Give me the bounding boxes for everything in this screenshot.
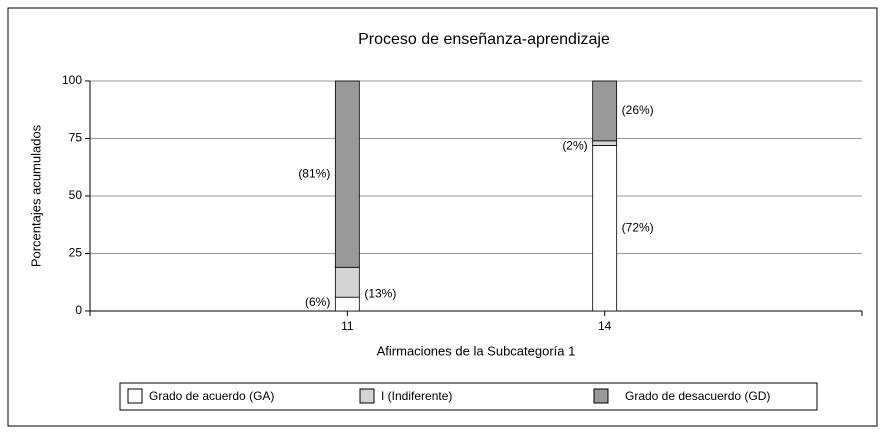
data-label: (81%): [298, 166, 330, 180]
data-label: (26%): [622, 103, 654, 117]
legend: [119, 382, 818, 411]
bar-segment: [334, 266, 360, 298]
bar-segment: [334, 296, 360, 312]
y-tick-label: 75: [69, 131, 83, 145]
legend-swatch: [359, 388, 375, 404]
data-label: (2%): [562, 138, 587, 152]
legend-swatch: [593, 388, 609, 404]
legend-label: Grado de desacuerdo (GD): [625, 389, 770, 403]
bar-segment: [592, 144, 618, 312]
legend-label: Grado de acuerdo (GA): [149, 389, 274, 403]
y-tick-label: 50: [69, 188, 83, 202]
y-tick-label: 100: [62, 73, 82, 87]
chart-title: Proceso de enseñanza-aprendizaje: [358, 31, 610, 48]
bar-segment: [592, 140, 618, 146]
x-axis-label: Afirmaciones de la Subcategoría 1: [377, 343, 576, 358]
legend-label: I (Indiferente): [381, 389, 452, 403]
bar-segment: [334, 80, 360, 268]
x-tick-label: 11: [341, 319, 354, 333]
legend-swatch: [127, 388, 143, 404]
x-tick-label: 14: [598, 319, 612, 333]
y-tick-label: 0: [75, 303, 82, 317]
data-label: (72%): [622, 220, 654, 234]
data-label: (6%): [305, 295, 330, 309]
chart-border: [7, 7, 878, 427]
data-label: (13%): [364, 286, 396, 300]
y-tick-label: 25: [69, 246, 83, 260]
bar-segment: [592, 80, 618, 142]
y-axis-label: Porcentajes acumulados: [28, 124, 43, 267]
